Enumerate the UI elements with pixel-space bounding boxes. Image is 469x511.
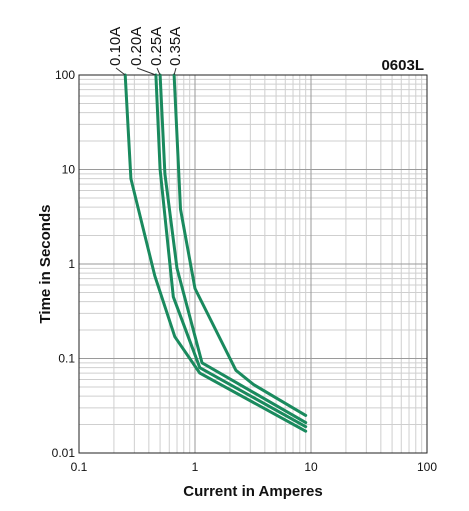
y-tick-label: 0.01 (52, 446, 76, 460)
series-label-leader (156, 67, 161, 76)
series-label: 0.35A (167, 27, 184, 66)
x-tick-label: 0.1 (71, 460, 88, 474)
series-line (172, 73, 308, 417)
y-tick-label: 100 (55, 68, 75, 82)
x-axis-title: Current in Amperes (183, 483, 322, 500)
y-tick-label: 10 (62, 163, 76, 177)
series-labels: 0.10A 0.20A 0.25A 0.35A (107, 27, 184, 76)
x-tick-label: 1 (192, 460, 199, 474)
series-line (154, 73, 308, 429)
series-lines (123, 73, 308, 433)
series-line (158, 73, 308, 425)
y-axis-title: Time in Seconds (37, 205, 54, 324)
x-tick-label: 100 (417, 460, 437, 474)
series-label: 0.25A (148, 27, 165, 66)
plot-frame (78, 74, 428, 454)
y-tick-label: 1 (68, 257, 75, 271)
series-label: 0.10A (107, 27, 124, 66)
chart-title: 0603L (381, 57, 424, 74)
series-label: 0.20A (128, 27, 145, 66)
y-tick-label: 0.1 (58, 352, 75, 366)
series-label-leader (173, 67, 177, 76)
series-label-leader (115, 67, 126, 76)
series-line (123, 73, 308, 433)
series-label-leader (136, 67, 157, 76)
x-tick-label: 10 (304, 460, 318, 474)
